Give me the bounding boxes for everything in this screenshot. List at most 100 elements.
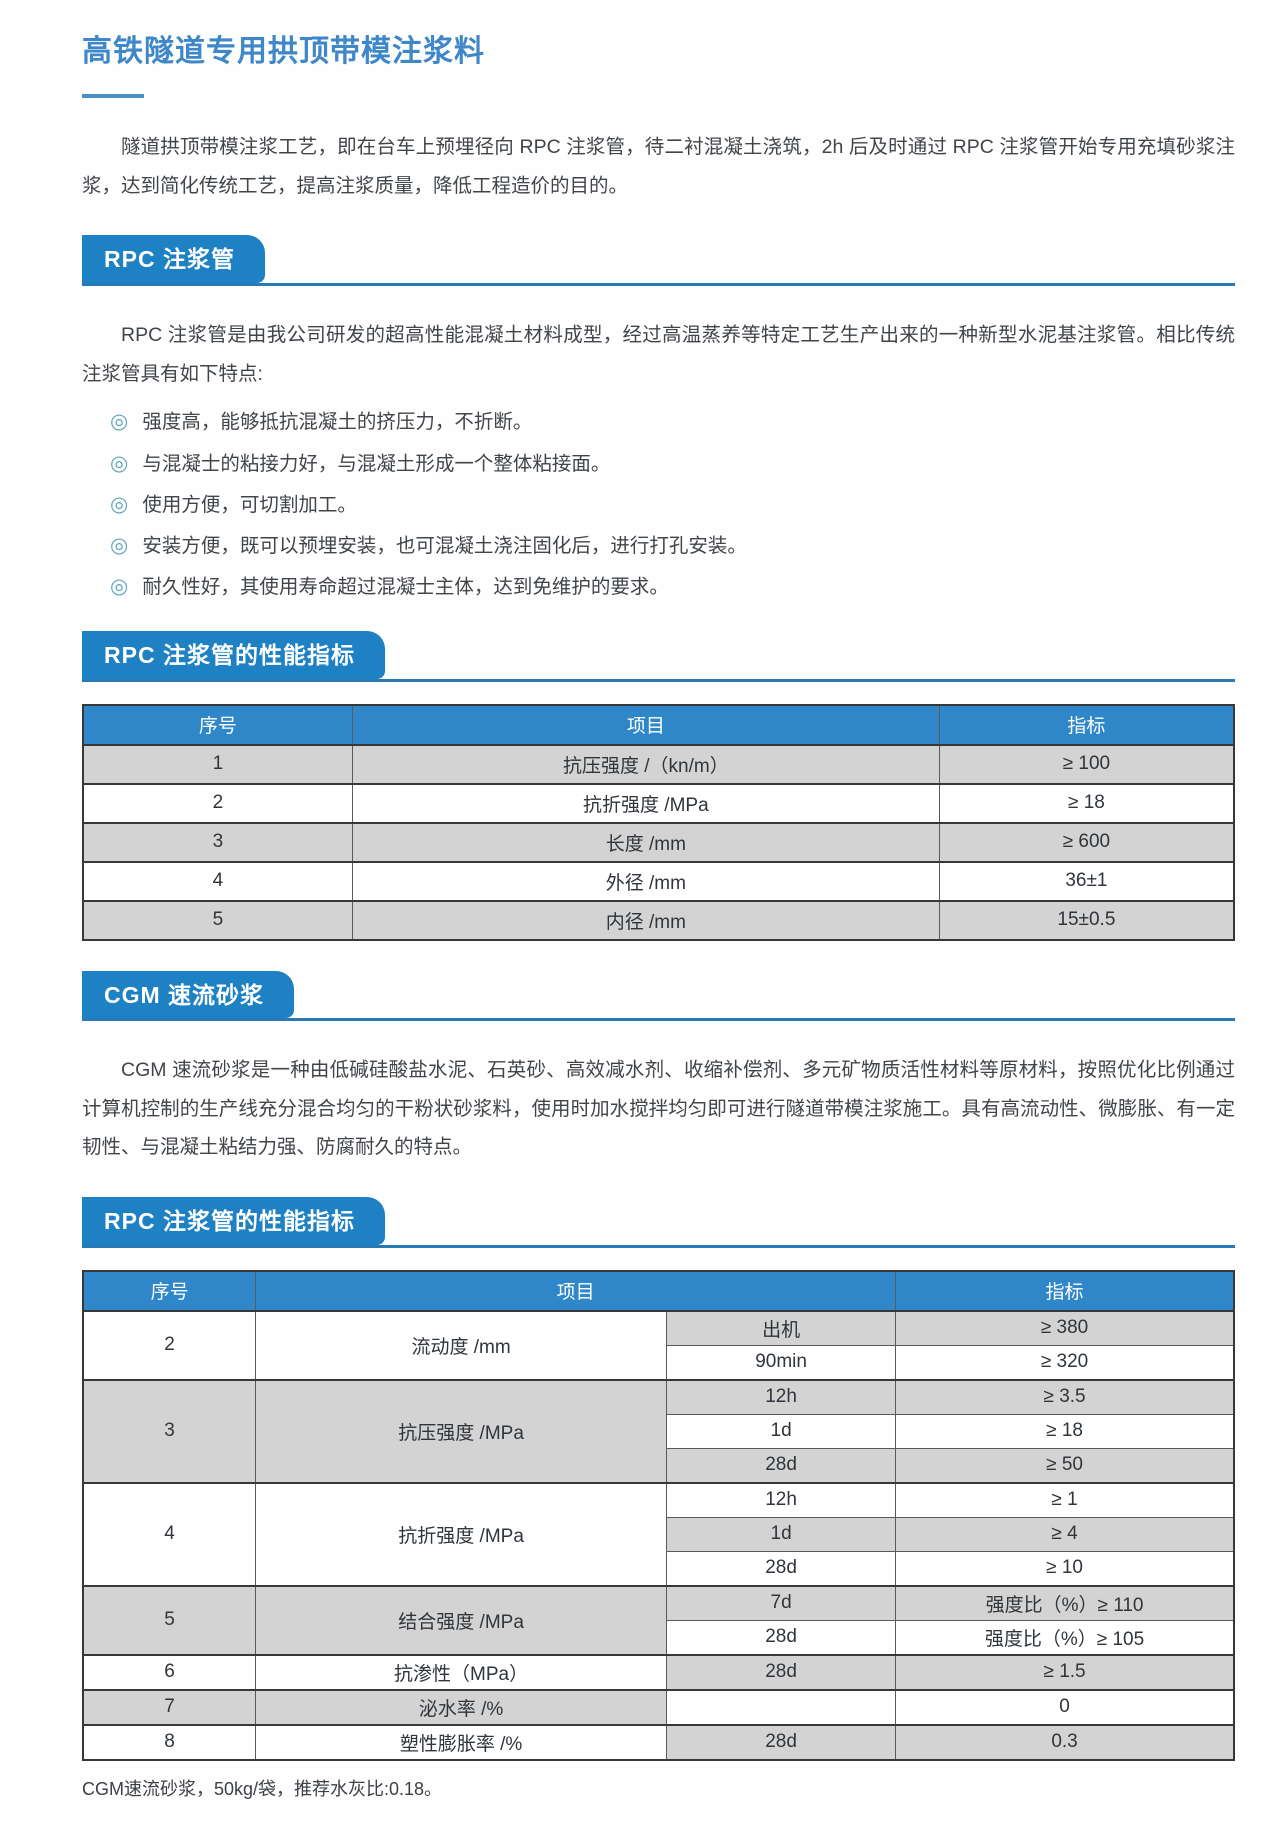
cell-item: 抗折强度 /MPa	[351, 782, 940, 823]
cell-value: 强度比（%）≥ 105	[895, 1619, 1235, 1656]
cell-value: 36±1	[938, 860, 1235, 901]
table-row: 5 内径 /mm 15±0.5	[82, 899, 1235, 940]
ring-bullet-icon: ◎	[110, 534, 129, 558]
cell-item: 流动度 /mm	[255, 1309, 668, 1381]
cell-value: ≥ 10	[895, 1550, 1235, 1587]
feature-text: 强度高，能够抵抗混凝土的挤压力，不折断。	[142, 411, 533, 434]
footnote: CGM速流砂浆，50kg/袋，推荐水灰比:0.18。	[82, 1778, 443, 1799]
cell-item: 内径 /mm	[351, 899, 940, 940]
table-row: 8 塑性膨胀率 /% 28d 0.3	[82, 1723, 1235, 1761]
table-header-row: 序号 项目 指标	[82, 1270, 1235, 1312]
list-item: ◎ 与混凝士的粘接力好，与混凝土形成一个整体粘接面。	[110, 451, 1235, 477]
ring-bullet-icon: ◎	[110, 492, 129, 516]
cgm-description: CGM 速流砂浆是一种由低碱硅酸盐水泥、石英砂、高效减水剂、收缩补偿剂、多元矿物…	[82, 1059, 1235, 1159]
cell-value: ≥ 1.5	[895, 1653, 1235, 1691]
cell-no: 1	[82, 743, 353, 784]
cell-condition: 90min	[666, 1344, 897, 1381]
intro-paragraph: 隧道拱顶带模注浆工艺，即在台车上预埋径向 RPC 注浆管，待二衬混凝土浇筑，2h…	[82, 136, 1235, 197]
cell-no: 5	[82, 1584, 257, 1656]
section-header-rpc: RPC 注浆管	[82, 235, 1235, 286]
section-badge: RPC 注浆管的性能指标	[82, 1197, 385, 1245]
section-badge: RPC 注浆管的性能指标	[82, 630, 385, 679]
cell-condition: 7d	[666, 1584, 897, 1621]
cell-item: 长度 /mm	[351, 821, 940, 862]
section-header-rpc-table: RPC 注浆管的性能指标	[82, 630, 1235, 682]
cell-value: ≥ 50	[895, 1447, 1235, 1484]
cell-no: 2	[82, 1309, 257, 1381]
cell-condition: 1d	[666, 1413, 897, 1449]
table-row: 3 抗压强度 /MPa 12h ≥ 3.5	[82, 1378, 1235, 1484]
cell-no: 4	[82, 1481, 257, 1587]
column-header-item: 项目	[351, 704, 940, 746]
rpc-description: RPC 注浆管是由我公司研发的超高性能混凝土材料成型，经过高温蒸养等特定工艺生产…	[82, 323, 1235, 385]
cell-item: 抗压强度 /MPa	[255, 1378, 668, 1484]
table-row: 28d ≥ 50	[83, 1447, 1235, 1484]
table-row: 2 流动度 /mm 出机 ≥ 380	[82, 1309, 1235, 1381]
table-row: 6 抗渗性（MPa） 28d ≥ 1.5	[82, 1653, 1235, 1691]
table-row: 4 抗折强度 /MPa 12h ≥ 1	[82, 1481, 1235, 1587]
column-header-no: 序号	[82, 1270, 257, 1312]
cell-item: 外径 /mm	[351, 860, 940, 901]
feature-text: 与混凝士的粘接力好，与混凝土形成一个整体粘接面。	[142, 452, 611, 475]
cell-item: 结合强度 /MPa	[255, 1584, 668, 1656]
section-badge: CGM 速流砂浆	[82, 970, 295, 1019]
table-row: 2 抗折强度 /MPa ≥ 18	[82, 782, 1235, 823]
cell-value: 强度比（%）≥ 110	[895, 1584, 1235, 1621]
cell-value: ≥ 18	[938, 782, 1235, 823]
table-row: 4 外径 /mm 36±1	[82, 860, 1235, 901]
list-item: ◎ 安装方便，既可以预埋安装，也可混凝土浇注固化后，进行打孔安装。	[110, 533, 1235, 559]
cell-value: 0	[895, 1688, 1235, 1726]
cell-no: 3	[82, 821, 353, 862]
rpc-performance-table: 序号 项目 指标 1 抗压强度 /（kn/m） ≥ 100 2 抗折强度 /MP…	[82, 703, 1235, 941]
cell-item: 抗渗性（MPa）	[255, 1653, 668, 1691]
cell-condition	[666, 1688, 897, 1726]
cell-condition: 28d	[666, 1723, 897, 1761]
ring-bullet-icon: ◎	[110, 451, 129, 475]
cell-value: 0.3	[895, 1723, 1235, 1761]
list-item: ◎ 使用方便，可切割加工。	[110, 492, 1235, 518]
cell-no: 8	[82, 1723, 257, 1761]
cell-value: ≥ 380	[895, 1309, 1235, 1346]
cell-item: 塑性膨胀率 /%	[255, 1723, 668, 1761]
cell-item: 抗折强度 /MPa	[255, 1481, 668, 1587]
cell-value: ≥ 600	[938, 821, 1235, 862]
feature-text: 使用方便，可切割加工。	[142, 493, 357, 516]
cell-no: 5	[82, 899, 353, 940]
cell-value: ≥ 18	[895, 1413, 1235, 1449]
cell-condition: 出机	[666, 1309, 897, 1346]
cell-no: 7	[82, 1688, 257, 1726]
cell-condition: 28d	[666, 1447, 897, 1484]
list-item: ◎ 强度高，能够抵抗混凝土的挤压力，不折断。	[110, 409, 1235, 435]
cell-condition: 28d	[666, 1653, 897, 1691]
cell-condition: 12h	[666, 1481, 897, 1518]
feature-text: 安装方便，既可以预埋安装，也可混凝土浇注固化后，进行打孔安装。	[142, 535, 747, 558]
section-header-cgm-table: RPC 注浆管的性能指标	[82, 1197, 1235, 1248]
column-header-value: 指标	[895, 1270, 1235, 1312]
cell-value: ≥ 3.5	[895, 1378, 1235, 1415]
title-underline-dash	[82, 94, 144, 98]
cell-no: 3	[82, 1378, 257, 1484]
cell-condition: 1d	[666, 1516, 897, 1552]
section-badge: RPC 注浆管	[82, 235, 265, 283]
table-row: 1d ≥ 18	[83, 1413, 1235, 1449]
table-row: 90min ≥ 320	[83, 1344, 1235, 1381]
column-header-no: 序号	[82, 704, 353, 746]
cell-value: ≥ 1	[895, 1481, 1235, 1518]
cell-item: 抗压强度 /（kn/m）	[351, 743, 940, 784]
table-row: 7 泌水率 /% 0	[82, 1688, 1235, 1726]
cell-condition: 28d	[666, 1619, 897, 1656]
rpc-feature-list: ◎ 强度高，能够抵抗混凝土的挤压力，不折断。 ◎ 与混凝士的粘接力好，与混凝土形…	[82, 409, 1235, 601]
page-title: 高铁隧道专用拱顶带模注浆料	[82, 35, 485, 68]
table-header-row: 序号 项目 指标	[82, 704, 1235, 746]
cell-no: 2	[82, 782, 353, 823]
cell-value: ≥ 320	[895, 1344, 1235, 1381]
cell-no: 6	[82, 1653, 257, 1691]
list-item: ◎ 耐久性好，其使用寿命超过混凝士主体，达到免维护的要求。	[110, 574, 1235, 600]
column-header-item: 项目	[255, 1270, 897, 1312]
cell-condition: 28d	[666, 1550, 897, 1587]
cell-value: 15±0.5	[938, 899, 1235, 940]
cell-value: ≥ 4	[895, 1516, 1235, 1552]
ring-bullet-icon: ◎	[110, 575, 129, 599]
table-row: 1 抗压强度 /（kn/m） ≥ 100	[82, 743, 1235, 784]
